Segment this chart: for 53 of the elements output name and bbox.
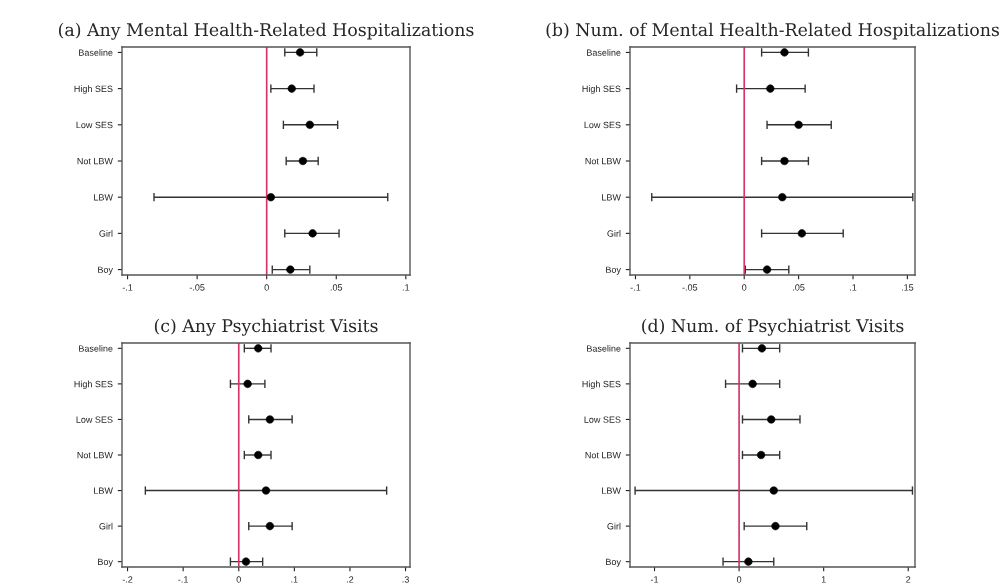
y-tick-label: Baseline — [79, 49, 113, 56]
y-tick-label: High SES — [74, 85, 113, 94]
x-tick-label: -.1 — [122, 284, 133, 291]
y-tick-label: Not LBW — [585, 452, 621, 459]
y-tick-label: Not LBW — [585, 158, 621, 165]
y-tick-label: LBW — [94, 487, 113, 494]
y-tick-label: Not LBW — [77, 158, 113, 165]
y-tick-label: Girl — [99, 522, 113, 530]
y-tick-label: Baseline — [587, 345, 621, 352]
y-tick-label: Boy — [606, 266, 621, 275]
y-tick-label: LBW — [602, 194, 621, 201]
y-tick-label: High SES — [74, 380, 113, 390]
chart-title: (c) Any Psychiatrist Visits — [154, 318, 378, 336]
x-tick-label: 1 — [821, 576, 826, 583]
x-tick-label: 2 — [906, 576, 911, 583]
x-tick-label: -.05 — [682, 284, 698, 291]
y-tick-label: Girl — [607, 230, 621, 237]
x-tick-label: .05 — [330, 284, 343, 291]
x-tick-label: -1 — [650, 576, 659, 583]
chart-title: (b) Num. of Mental Health-Related Hospitalizations — [546, 22, 999, 40]
y-tick-label: Baseline — [79, 345, 113, 352]
x-tick-label: 0 — [236, 576, 241, 583]
y-tick-label: Boy — [606, 558, 621, 567]
y-tick-label: Low SES — [76, 416, 113, 423]
y-tick-label: Not LBW — [77, 452, 113, 459]
chart-title: (d) Num. of Psychiatrist Visits — [642, 318, 904, 336]
x-tick-label: 0 — [742, 284, 747, 291]
x-tick-label: .1 — [291, 576, 298, 583]
y-tick-label: LBW — [602, 487, 621, 494]
y-tick-label: LBW — [94, 194, 113, 201]
x-tick-label: -.2 — [122, 576, 133, 583]
y-tick-label: Low SES — [584, 121, 621, 129]
x-tick-label: .1 — [402, 284, 410, 291]
y-tick-label: Boy — [98, 558, 113, 567]
x-tick-label: .05 — [793, 284, 805, 291]
x-tick-label: 0 — [264, 284, 269, 291]
x-tick-label: -.1 — [630, 284, 641, 291]
x-tick-label: .15 — [901, 284, 914, 291]
y-tick-label: Boy — [98, 266, 113, 275]
y-tick-label: Low SES — [76, 121, 113, 129]
x-tick-label: -.05 — [189, 284, 205, 291]
x-tick-label: .2 — [347, 576, 354, 583]
x-tick-label: 0 — [736, 576, 742, 583]
x-tick-label: -.1 — [178, 576, 188, 583]
y-tick-label: High SES — [582, 85, 621, 94]
y-tick-label: Low SES — [584, 416, 621, 423]
y-tick-label: Baseline — [587, 49, 621, 56]
x-tick-label: .1 — [850, 284, 857, 291]
y-tick-label: Girl — [607, 522, 621, 530]
chart-title: (a) Any Mental Health-Related Hospitalizations — [59, 22, 474, 40]
x-tick-label: .3 — [402, 576, 409, 583]
y-tick-label: Girl — [99, 230, 113, 237]
y-tick-label: High SES — [582, 380, 621, 390]
